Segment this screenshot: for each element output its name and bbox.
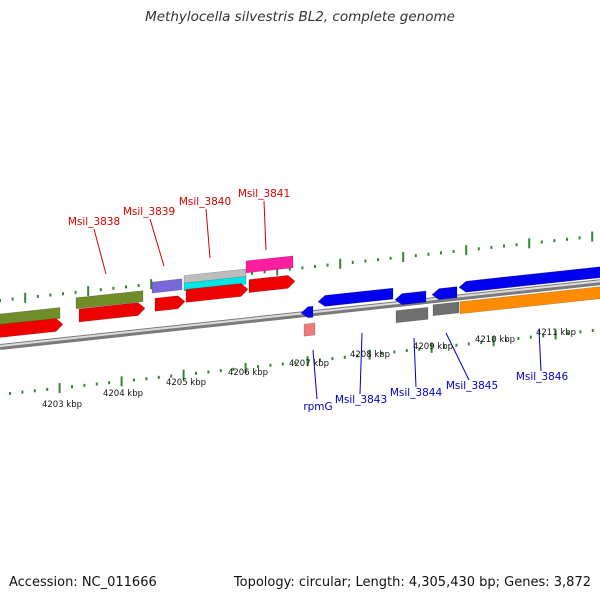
- leader-msil-3838: [93, 228, 107, 275]
- kbp-label-3: 4205 kbp: [166, 378, 206, 388]
- leader-msil-3843: [359, 332, 363, 395]
- gene-gray-2[interactable]: [432, 301, 460, 317]
- gene-pink-small[interactable]: [303, 322, 316, 337]
- bottom-gene-label-4: Msil_3845: [446, 380, 498, 392]
- gene-msil-3839[interactable]: [151, 278, 183, 294]
- gene-msil-3846[interactable]: [459, 286, 600, 315]
- gene-gray-1[interactable]: [395, 306, 429, 324]
- top-gene-label-3: Msil_3840: [179, 196, 231, 208]
- gene-olive-1[interactable]: [0, 307, 61, 326]
- label-leader-lines: [93, 200, 542, 400]
- gene-red-4[interactable]: [185, 283, 249, 303]
- bottom-gene-label-1: rpmG: [303, 401, 332, 413]
- bottom-gene-label-2: Msil_3843: [335, 394, 387, 406]
- gene-msil-3844[interactable]: [394, 290, 427, 305]
- kbp-label-2: 4204 kbp: [103, 389, 143, 399]
- genome-backbone: [0, 279, 600, 350]
- leader-msil-3846: [538, 329, 542, 372]
- map-labels: 4203 kbp 4204 kbp 4205 kbp 4206 kbp 4207 kbp…: [42, 188, 576, 413]
- bottom-gene-label-5: Msil_3846: [516, 371, 569, 383]
- gene-red-1[interactable]: [0, 318, 64, 339]
- kbp-label-9: 4211 kbp: [536, 328, 576, 338]
- leader-msil-3840: [205, 208, 211, 259]
- gene-red-2[interactable]: [78, 302, 146, 323]
- kbp-label-7: 4209 kbp: [413, 342, 453, 352]
- gene-msil-3843[interactable]: [317, 287, 394, 307]
- kbp-label-8: 4210 kbp: [475, 335, 515, 345]
- accession-text: Accession: NC_011666: [9, 575, 157, 590]
- gene-msil-3838[interactable]: [154, 295, 186, 312]
- gene-msil-3841[interactable]: [245, 255, 294, 274]
- gene-olive-2[interactable]: [75, 290, 144, 310]
- gene-msil-3845[interactable]: [431, 286, 458, 300]
- gene-blue-long[interactable]: [458, 266, 600, 293]
- kbp-label-5: 4207 kbp: [289, 359, 329, 369]
- top-gene-label-2: Msil_3839: [123, 206, 175, 218]
- kbp-label-4: 4206 kbp: [228, 368, 268, 378]
- leader-msil-3845: [445, 332, 470, 381]
- top-gene-label-1: Msil_3838: [68, 216, 120, 228]
- kbp-label-1: 4203 kbp: [42, 400, 82, 410]
- backbone-highlight: [0, 280, 600, 347]
- bottom-tick-row: [9, 328, 594, 395]
- leader-msil-3839: [149, 218, 165, 267]
- bottom-gene-label-3: Msil_3844: [390, 387, 443, 399]
- gene-rpmG[interactable]: [300, 305, 314, 319]
- gene-features: [0, 255, 600, 339]
- genome-summary-text: Topology: circular; Length: 4,305,430 bp…: [233, 575, 591, 590]
- leader-rpmG: [312, 349, 318, 400]
- leader-msil-3841: [263, 200, 267, 251]
- top-gene-label-4: Msil_3841: [238, 188, 290, 200]
- gene-msil-3840-cyan[interactable]: [183, 276, 247, 292]
- map-title: Methylocella silvestris BL2, complete ge…: [145, 9, 455, 25]
- kbp-label-6: 4208 kbp: [350, 350, 390, 360]
- gene-red-5[interactable]: [248, 275, 296, 293]
- leader-msil-3844: [413, 337, 417, 388]
